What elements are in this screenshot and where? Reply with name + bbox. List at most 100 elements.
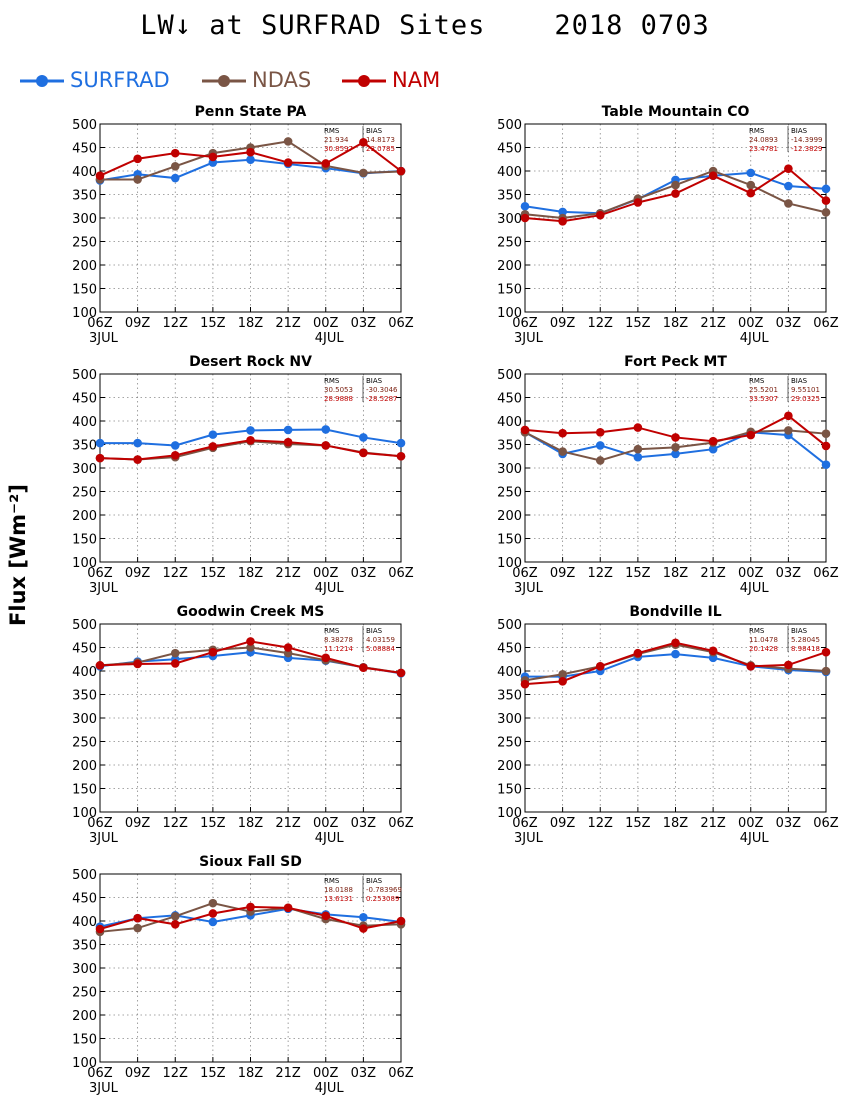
chart-title-0: Penn State PA bbox=[195, 104, 307, 120]
data-point-nam-3-0 bbox=[520, 425, 530, 435]
data-point-nam-0-1 bbox=[133, 154, 142, 164]
y-tick-label-4-2: 200 bbox=[72, 759, 97, 774]
data-point-surfrad-5-4 bbox=[671, 649, 680, 659]
y-tick-label-1-5: 350 bbox=[497, 189, 522, 204]
y-tick-label-0-8: 500 bbox=[72, 118, 97, 133]
data-point-surfrad-3-4 bbox=[671, 449, 680, 459]
x-date-label-3-6: 4JUL bbox=[740, 581, 770, 596]
stats-rms-header-6: RMS bbox=[324, 877, 340, 885]
data-point-ndas-6-2 bbox=[170, 912, 180, 921]
x-tick-label-4-1: 09Z bbox=[125, 816, 151, 831]
data-point-nam-3-2 bbox=[595, 427, 605, 437]
data-point-ndas-0-7 bbox=[359, 168, 368, 178]
stats-rms-header-2: RMS bbox=[324, 377, 340, 385]
legend-label-surfrad: SURFRAD bbox=[70, 68, 170, 92]
x-tick-label-6-1: 09Z bbox=[125, 1066, 151, 1081]
data-point-surfrad-1-1 bbox=[558, 207, 567, 217]
x-tick-label-5-4: 18Z bbox=[663, 816, 689, 831]
data-point-surfrad-2-2 bbox=[170, 441, 180, 450]
data-point-nam-4-8 bbox=[396, 668, 406, 678]
data-point-surfrad-6-3 bbox=[208, 917, 218, 927]
x-tick-label-3-3: 15Z bbox=[625, 566, 651, 581]
x-date-label-4-0: 3JUL bbox=[89, 831, 119, 846]
y-tick-label-3-0: 100 bbox=[497, 556, 522, 571]
y-tick-label-1-3: 250 bbox=[497, 236, 522, 251]
stats-bias-header-0: BIAS bbox=[366, 127, 383, 135]
x-date-label-6-0: 3JUL bbox=[89, 1081, 119, 1096]
y-tick-label-5-5: 350 bbox=[497, 689, 522, 704]
stats-ndas-bias-1: -14.3999 bbox=[791, 136, 822, 144]
series-line-nam-5 bbox=[524, 641, 827, 686]
y-tick-label-1-4: 300 bbox=[497, 212, 522, 227]
y-tick-label-3-3: 250 bbox=[497, 486, 522, 501]
legend-label-nam: NAM bbox=[392, 68, 441, 92]
data-point-surfrad-2-7 bbox=[359, 433, 368, 442]
data-point-surfrad-1-8 bbox=[821, 184, 831, 194]
x-tick-label-0-5: 21Z bbox=[275, 316, 301, 331]
data-point-nam-0-7 bbox=[359, 138, 368, 147]
data-point-nam-4-1 bbox=[133, 659, 142, 669]
y-tick-label-4-4: 300 bbox=[72, 712, 97, 727]
x-tick-label-6-8: 06Z bbox=[388, 1066, 414, 1081]
y-tick-label-3-5: 350 bbox=[497, 439, 522, 454]
x-tick-label-0-1: 09Z bbox=[125, 316, 151, 331]
x-tick-label-5-1: 09Z bbox=[550, 816, 576, 831]
x-tick-label-0-3: 15Z bbox=[200, 316, 226, 331]
y-tick-label-4-5: 350 bbox=[72, 689, 97, 704]
data-point-nam-1-7 bbox=[784, 164, 793, 173]
data-point-nam-1-1 bbox=[558, 216, 567, 226]
x-date-label-1-6: 4JUL bbox=[740, 331, 770, 346]
data-point-nam-2-5 bbox=[283, 437, 293, 447]
x-tick-label-0-6: 00Z bbox=[313, 316, 339, 331]
data-point-surfrad-2-6 bbox=[321, 425, 331, 434]
data-point-ndas-3-1 bbox=[558, 447, 567, 456]
data-point-nam-1-6 bbox=[746, 188, 756, 198]
stats-nam-rms-4: 11.1214 bbox=[324, 645, 353, 653]
x-tick-label-2-4: 18Z bbox=[238, 566, 264, 581]
stats-ndas-bias-2: -30.3046 bbox=[366, 386, 398, 394]
data-point-nam-1-2 bbox=[595, 210, 605, 220]
y-tick-label-5-7: 450 bbox=[497, 642, 522, 657]
y-tick-label-5-0: 100 bbox=[497, 806, 522, 821]
x-tick-label-2-7: 03Z bbox=[351, 566, 377, 581]
chart-title-6: Sioux Fall SD bbox=[199, 854, 302, 870]
stats-ndas-bias-6: -0.783969 bbox=[366, 886, 402, 894]
chart-panel-0: Penn State PA 100 150 200 250 300 350 400 450 500… bbox=[72, 104, 414, 346]
data-point-nam-2-7 bbox=[359, 448, 368, 458]
x-tick-label-5-2: 12Z bbox=[588, 816, 614, 831]
y-tick-label-4-6: 400 bbox=[72, 665, 97, 680]
stats-ndas-rms-4: 8.38278 bbox=[324, 636, 353, 644]
data-point-ndas-4-2 bbox=[170, 648, 180, 658]
y-tick-label-0-7: 450 bbox=[72, 142, 97, 157]
data-point-nam-0-5 bbox=[283, 158, 293, 167]
x-tick-label-2-6: 00Z bbox=[313, 566, 339, 581]
y-tick-label-6-7: 450 bbox=[72, 892, 97, 907]
stats-ndas-rms-5: 11.0478 bbox=[749, 636, 778, 644]
chart-panel-3: Fort Peck MT 100 150 200 250 300 350 400 450 500 0… bbox=[497, 354, 839, 596]
y-tick-label-5-3: 250 bbox=[497, 736, 522, 751]
x-tick-label-2-5: 21Z bbox=[275, 566, 301, 581]
x-tick-label-5-6: 00Z bbox=[738, 816, 764, 831]
x-tick-label-6-2: 12Z bbox=[163, 1066, 189, 1081]
data-point-nam-3-1 bbox=[558, 428, 567, 438]
y-tick-label-5-8: 500 bbox=[497, 618, 522, 633]
x-tick-label-4-0: 06Z bbox=[87, 816, 113, 831]
data-point-nam-4-0 bbox=[95, 661, 105, 670]
stats-bias-header-2: BIAS bbox=[366, 377, 383, 385]
y-tick-label-4-7: 450 bbox=[72, 642, 97, 657]
data-point-ndas-4-4 bbox=[246, 643, 255, 652]
stats-nam-rms-1: 23.4781 bbox=[749, 145, 778, 153]
stats-nam-rms-0: 30.8597 bbox=[324, 145, 353, 153]
stats-nam-rms-2: 28.9888 bbox=[324, 395, 353, 403]
y-tick-label-5-1: 150 bbox=[497, 783, 522, 798]
data-point-nam-5-8 bbox=[821, 647, 831, 657]
y-tick-label-3-6: 400 bbox=[497, 415, 522, 430]
x-tick-label-6-4: 18Z bbox=[238, 1066, 264, 1081]
stats-nam-bias-3: 29.0325 bbox=[791, 395, 820, 403]
data-point-nam-4-5 bbox=[283, 643, 293, 652]
data-point-surfrad-2-1 bbox=[133, 438, 142, 448]
x-tick-label-2-1: 09Z bbox=[125, 566, 151, 581]
x-tick-label-1-8: 06Z bbox=[813, 316, 839, 331]
chart-title-5: Bondville IL bbox=[629, 604, 721, 620]
y-tick-label-2-5: 350 bbox=[72, 439, 97, 454]
